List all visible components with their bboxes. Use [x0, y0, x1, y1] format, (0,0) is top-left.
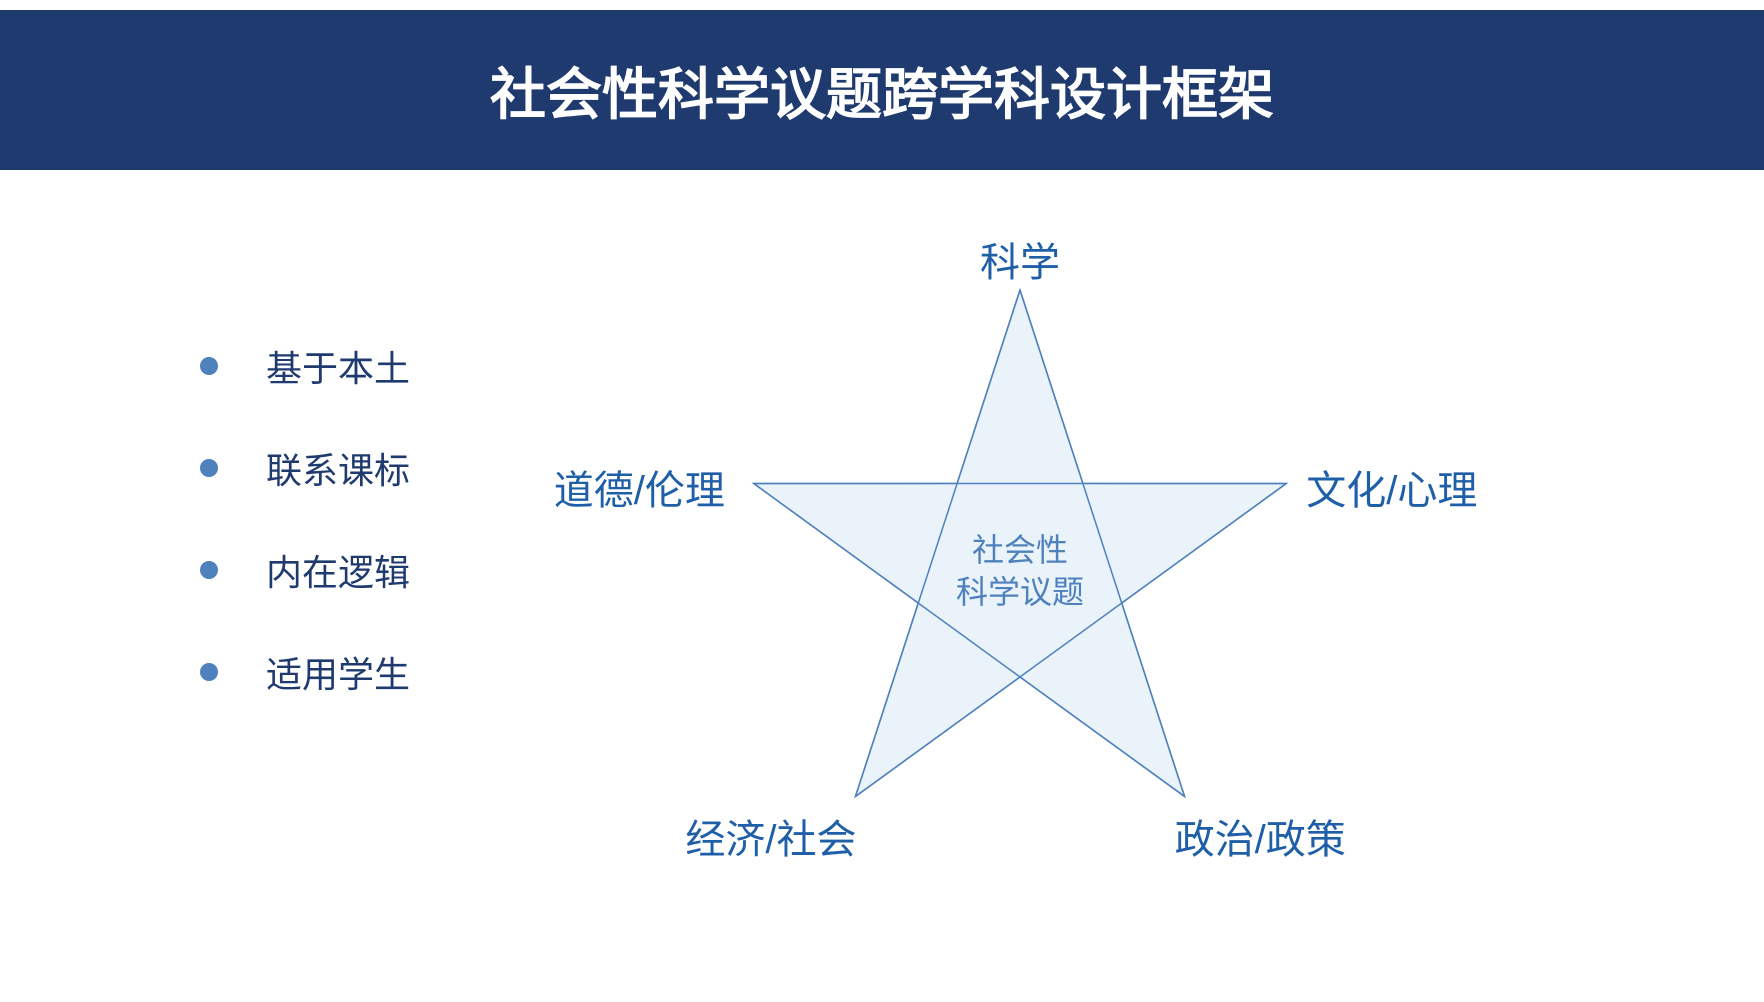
center-line2: 科学议题	[956, 574, 1084, 610]
bullet-text: 联系课标	[266, 442, 410, 494]
bullet-list: 基于本土 联系课标 内在逻辑 适用学生	[200, 340, 410, 748]
list-item: 适用学生	[200, 646, 410, 698]
star-label-bottom-right: 政治/政策	[1175, 807, 1346, 865]
list-item: 内在逻辑	[200, 544, 410, 596]
list-item: 联系课标	[200, 442, 410, 494]
star-label-bottom-left: 经济/社会	[685, 807, 856, 865]
bullet-icon	[200, 561, 218, 579]
bullet-text: 适用学生	[266, 646, 410, 698]
bullet-icon	[200, 459, 218, 477]
star-center-label: 社会性 科学议题	[940, 530, 1100, 613]
bullet-icon	[200, 663, 218, 681]
bullet-text: 内在逻辑	[266, 544, 410, 596]
star-label-left: 道德/伦理	[554, 458, 725, 516]
list-item: 基于本土	[200, 340, 410, 392]
star-diagram: 社会性 科学议题 科学 道德/伦理 文化/心理 经济/社会 政治/政策	[640, 230, 1400, 870]
bullet-text: 基于本土	[266, 340, 410, 392]
star-label-right: 文化/心理	[1306, 458, 1477, 516]
center-line1: 社会性	[972, 532, 1068, 568]
star-label-top: 科学	[980, 230, 1060, 288]
slide: 社会性科学议题跨学科设计框架 基于本土 联系课标 内在逻辑 适用学生 社会性 科…	[0, 0, 1764, 1002]
header-band: 社会性科学议题跨学科设计框架	[0, 10, 1764, 170]
page-title: 社会性科学议题跨学科设计框架	[490, 50, 1274, 131]
bullet-icon	[200, 357, 218, 375]
